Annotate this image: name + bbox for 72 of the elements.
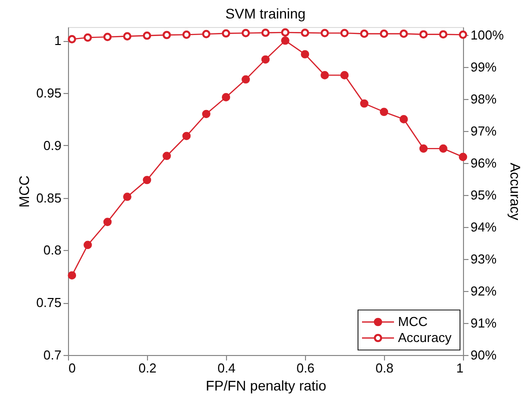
- y2-tick-label: 90%: [470, 348, 497, 362]
- y2-tick-label: 93%: [470, 252, 497, 266]
- y-tick-label: 0.85: [36, 190, 62, 206]
- point: [419, 144, 428, 153]
- point: [162, 152, 171, 160]
- point: [300, 50, 310, 58]
- y2-tick-label: 100%: [470, 28, 504, 42]
- point: [202, 110, 210, 118]
- x-tick-label: 0.4: [217, 360, 236, 376]
- y2-tick-label: 99%: [470, 60, 497, 74]
- point: [419, 30, 428, 39]
- point: [439, 30, 448, 39]
- chart-title: SVM training: [225, 5, 306, 22]
- point: [320, 28, 329, 38]
- point: [281, 28, 290, 37]
- point: [222, 93, 230, 102]
- y-tick-label: 0.9: [43, 138, 62, 153]
- point: [103, 32, 112, 42]
- point: [68, 271, 76, 280]
- point: [142, 31, 152, 40]
- y2-tick-label: 98%: [470, 92, 497, 106]
- point: [182, 30, 191, 39]
- y-tick-label: 0.8: [43, 242, 62, 258]
- x-tick-label: 0.8: [375, 360, 394, 376]
- x-tick-label: 1: [456, 360, 464, 376]
- point: [281, 36, 290, 45]
- point: [84, 240, 92, 250]
- y2-tick-label: 96%: [470, 156, 497, 170]
- point: [400, 30, 408, 38]
- point: [103, 218, 112, 226]
- x-tick-label: 0: [68, 360, 76, 376]
- point: [360, 30, 368, 38]
- point: [340, 28, 349, 38]
- point: [182, 132, 191, 140]
- y-tick-label: 0.95: [36, 86, 62, 101]
- point: [84, 33, 92, 42]
- point: [458, 30, 468, 39]
- legend-label: MCC: [398, 314, 428, 329]
- y-tick-label: 0.75: [36, 295, 62, 310]
- point: [340, 71, 349, 80]
- y2-tick-label: 97%: [470, 124, 497, 138]
- x-axis-title: FP/FN penalty ratio: [206, 378, 327, 394]
- point: [202, 30, 210, 38]
- point: [380, 108, 388, 116]
- x-tick-label: 0.2: [138, 360, 157, 376]
- point: [320, 71, 329, 80]
- y-tick-label: 1: [54, 33, 62, 48]
- point: [261, 28, 270, 37]
- point: [360, 99, 368, 108]
- point: [222, 29, 230, 38]
- y2-tick-label: 92%: [470, 284, 497, 298]
- point: [242, 28, 250, 38]
- point: [439, 144, 448, 153]
- x-tick-label: 0.6: [296, 360, 315, 376]
- legend-label: Accuracy: [398, 330, 452, 345]
- y2-tick-label: 91%: [470, 316, 497, 330]
- point: [261, 55, 270, 64]
- point: [242, 75, 250, 84]
- y-tick-label: 0.7: [43, 348, 62, 362]
- point: [123, 192, 132, 201]
- point: [300, 28, 310, 37]
- point: [400, 115, 408, 124]
- point: [162, 30, 171, 40]
- point: [142, 176, 152, 184]
- y2-tick-label: 94%: [470, 220, 497, 234]
- point: [380, 30, 388, 38]
- point: [458, 152, 468, 162]
- y2-tick-label: 95%: [470, 188, 497, 202]
- point: [123, 32, 132, 40]
- y2-axis-title: Accuracy: [508, 162, 524, 220]
- point: [68, 35, 76, 44]
- y-axis-title: MCC: [16, 176, 32, 208]
